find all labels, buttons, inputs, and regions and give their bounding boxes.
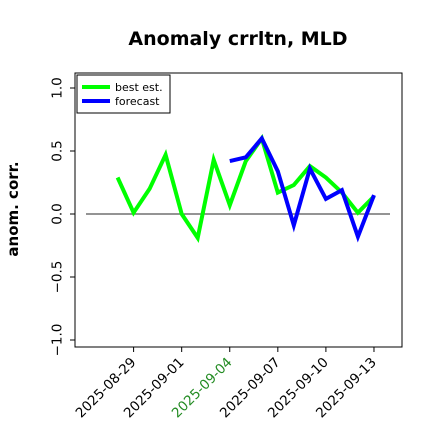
y-axis-label: anom. corr. [4,161,22,256]
legend-label-best-est: best est. [115,81,163,94]
y-tick-label: 0.5 [50,140,66,161]
y-tick-label: −0.5 [50,261,66,294]
series-line-best-est [115,133,376,243]
y-tick-label: 1.0 [50,77,66,98]
y-axis-ticks: −1.0 −0.5 0.0 0.5 1.0 [50,77,75,356]
legend-label-forecast: forecast [115,95,160,108]
legend: best est. forecast [76,74,171,114]
series-line-forecast [229,134,376,243]
y-tick-label: 0.0 [50,203,66,224]
legend-box [76,74,171,114]
series-layer [115,133,376,243]
chart-title: Anomaly crrltn, MLD [128,28,347,50]
x-axis-ticks: 2025-08-292025-09-012025-09-042025-09-07… [73,347,380,421]
y-tick-label: −1.0 [50,324,66,357]
plot-frame [74,72,403,348]
